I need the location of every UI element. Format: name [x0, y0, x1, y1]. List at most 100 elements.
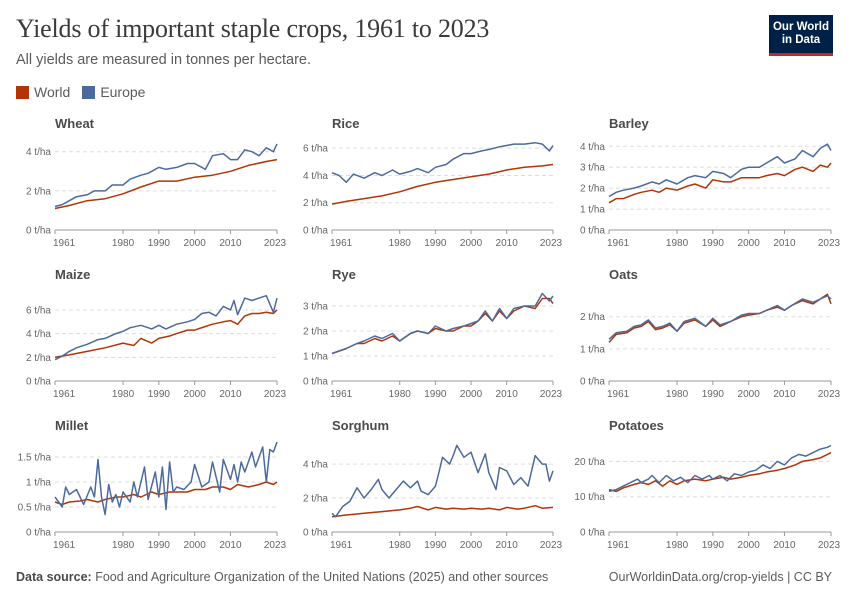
panel-title-rice: Rice: [332, 116, 359, 131]
y-tick-label-oats: 0 t/ha: [580, 377, 605, 388]
x-tick-label-sorghum: 2023: [540, 540, 563, 551]
y-tick-label-sorghum: 2 t/ha: [303, 494, 328, 505]
series-line-world-rice: [331, 163, 554, 205]
x-tick-label-maize: 2023: [264, 389, 287, 400]
x-tick-label-rice: 1990: [424, 238, 447, 249]
owid-logo[interactable]: Our World in Data: [769, 15, 833, 56]
series-line-europe-potatoes: [608, 444, 832, 493]
y-tick-label-maize: 0 t/ha: [26, 377, 51, 388]
x-tick-label-maize: 2000: [184, 389, 207, 400]
x-tick-label-millet: 1980: [112, 540, 135, 551]
y-tick-label-wheat: 4 t/ha: [26, 147, 51, 158]
y-tick-label-oats: 1 t/ha: [580, 344, 605, 355]
x-tick-label-barley: 1990: [702, 238, 725, 249]
y-tick-label-sorghum: 4 t/ha: [303, 460, 328, 471]
y-tick-label-barley: 0 t/ha: [580, 226, 605, 237]
y-tick-label-millet: 0.5 t/ha: [18, 503, 52, 514]
x-tick-label-wheat: 1980: [112, 238, 135, 249]
source-label: Data source:: [16, 570, 92, 584]
panel-title-oats: Oats: [609, 267, 638, 282]
x-tick-label-rye: 2023: [540, 389, 563, 400]
panel-title-sorghum: Sorghum: [332, 418, 389, 433]
x-tick-label-rye: 2000: [460, 389, 483, 400]
series-line-europe-sorghum: [331, 444, 554, 518]
panel-title-potatoes: Potatoes: [609, 418, 664, 433]
x-tick-label-barley: 2000: [738, 238, 761, 249]
series-line-europe-wheat: [54, 143, 278, 208]
y-tick-label-wheat: 2 t/ha: [26, 186, 51, 197]
y-tick-label-potatoes: 0 t/ha: [580, 528, 605, 539]
legend-item-world[interactable]: World: [16, 84, 70, 100]
x-tick-label-wheat: 1961: [53, 238, 76, 249]
x-tick-label-maize: 1980: [112, 389, 135, 400]
footer-url[interactable]: OurWorldinData.org/crop-yields | CC BY: [608, 570, 832, 584]
y-tick-label-oats: 2 t/ha: [580, 312, 605, 323]
y-tick-label-potatoes: 20 t/ha: [574, 457, 605, 468]
series-line-world-rye: [331, 297, 554, 355]
y-tick-label-potatoes: 10 t/ha: [574, 492, 605, 503]
x-tick-label-oats: 2010: [773, 389, 796, 400]
y-tick-label-maize: 6 t/ha: [26, 305, 51, 316]
x-tick-label-rye: 1961: [330, 389, 353, 400]
series-line-world-potatoes: [608, 451, 832, 493]
panel-title-maize: Maize: [55, 267, 90, 282]
chart-title: Yields of important staple crops, 1961 t…: [16, 14, 490, 43]
x-tick-label-millet: 1961: [53, 540, 76, 551]
x-tick-label-maize: 1961: [53, 389, 76, 400]
legend-label-europe: Europe: [100, 84, 146, 100]
chart-subtitle: All yields are measured in tonnes per he…: [16, 52, 311, 68]
y-tick-label-maize: 2 t/ha: [26, 353, 51, 364]
logo-line-2: in Data: [781, 34, 821, 46]
x-tick-label-oats: 2000: [738, 389, 761, 400]
x-tick-label-sorghum: 2000: [460, 540, 483, 551]
x-tick-label-oats: 2023: [818, 389, 841, 400]
y-tick-label-barley: 1 t/ha: [580, 205, 605, 216]
x-tick-label-wheat: 2010: [219, 238, 242, 249]
y-tick-label-millet: 1 t/ha: [26, 478, 51, 489]
series-line-world-sorghum: [331, 504, 554, 518]
x-tick-label-wheat: 1990: [148, 238, 171, 249]
x-tick-label-barley: 2010: [773, 238, 796, 249]
x-tick-label-millet: 1990: [148, 540, 171, 551]
x-tick-label-rye: 1980: [389, 389, 412, 400]
x-tick-label-sorghum: 1980: [389, 540, 412, 551]
series-line-europe-maize: [54, 294, 278, 361]
x-tick-label-sorghum: 2010: [496, 540, 519, 551]
x-tick-label-potatoes: 2010: [773, 540, 796, 551]
x-tick-label-wheat: 2023: [264, 238, 287, 249]
x-tick-label-potatoes: 2023: [818, 540, 841, 551]
y-tick-label-rye: 2 t/ha: [303, 327, 328, 338]
x-tick-label-millet: 2023: [264, 540, 287, 551]
x-tick-label-oats: 1990: [702, 389, 725, 400]
series-line-world-wheat: [54, 158, 278, 210]
source-text[interactable]: Food and Agriculture Organization of the…: [95, 570, 549, 584]
y-tick-label-rice: 2 t/ha: [303, 198, 328, 209]
x-tick-label-sorghum: 1990: [424, 540, 447, 551]
y-tick-label-rye: 0 t/ha: [303, 377, 328, 388]
y-tick-label-millet: 1.5 t/ha: [18, 453, 52, 464]
series-line-world-millet: [54, 481, 278, 506]
x-tick-label-barley: 1961: [607, 238, 630, 249]
legend-item-europe[interactable]: Europe: [82, 84, 145, 100]
x-tick-label-rice: 1961: [330, 238, 353, 249]
x-tick-label-millet: 2010: [219, 540, 242, 551]
series-line-europe-oats: [608, 295, 832, 340]
y-tick-label-rice: 0 t/ha: [303, 226, 328, 237]
y-tick-label-rye: 3 t/ha: [303, 302, 328, 313]
y-tick-label-rice: 6 t/ha: [303, 144, 328, 155]
series-line-europe-rye: [331, 292, 554, 355]
panel-title-barley: Barley: [609, 116, 650, 131]
y-tick-label-barley: 3 t/ha: [580, 163, 605, 174]
x-tick-label-wheat: 2000: [184, 238, 207, 249]
y-tick-label-wheat: 0 t/ha: [26, 226, 51, 237]
series-line-europe-millet: [54, 441, 278, 516]
y-tick-label-sorghum: 0 t/ha: [303, 528, 328, 539]
x-tick-label-rye: 1990: [424, 389, 447, 400]
x-tick-label-potatoes: 1980: [666, 540, 689, 551]
x-tick-label-barley: 2023: [818, 238, 841, 249]
x-tick-label-maize: 1990: [148, 389, 171, 400]
y-tick-label-barley: 4 t/ha: [580, 142, 605, 153]
x-tick-label-sorghum: 1961: [330, 540, 353, 551]
panel-title-rye: Rye: [332, 267, 356, 282]
series-line-world-maize: [54, 309, 278, 359]
